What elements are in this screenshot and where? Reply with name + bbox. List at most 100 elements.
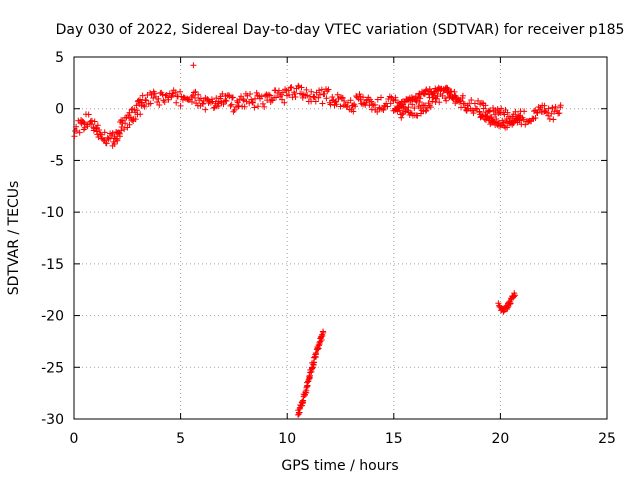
y-tick-label: -20 (41, 309, 64, 325)
data-point (320, 329, 327, 336)
data-point (168, 93, 175, 100)
data-point (350, 108, 357, 115)
x-tick-label: 0 (70, 431, 79, 447)
data-point (453, 98, 460, 105)
data-point (291, 90, 298, 97)
data-point (288, 84, 295, 91)
data-point (84, 123, 91, 130)
x-axis-label: GPS time / hours (281, 458, 398, 474)
data-point (411, 105, 418, 112)
axis-ticks: 0 5 10 15 20 25 5 0 -5 -10 -15 -20 -25 -30 (41, 50, 616, 447)
data-point (156, 101, 163, 108)
y-tick-label: -5 (50, 153, 64, 169)
data-point (341, 97, 348, 104)
data-point (94, 122, 101, 129)
data-point (551, 108, 558, 115)
data-point (181, 94, 188, 101)
data-point (188, 98, 195, 105)
data-point (141, 103, 148, 110)
data-point (71, 133, 78, 140)
data-point (369, 101, 376, 108)
data-point (427, 104, 434, 111)
data-point (228, 101, 235, 108)
data-point (545, 112, 552, 119)
data-point (339, 94, 346, 101)
data-point (504, 109, 511, 116)
data-point (387, 100, 394, 107)
data-point (97, 130, 104, 137)
data-point (321, 91, 328, 98)
x-tick-label: 10 (278, 431, 296, 447)
data-point (475, 97, 482, 104)
data-point (312, 351, 319, 358)
y-tick-label: 0 (55, 102, 64, 118)
data-point (452, 92, 459, 99)
data-point (155, 95, 162, 102)
y-tick-label: -30 (41, 412, 64, 428)
data-point (116, 133, 123, 140)
data-point (500, 308, 507, 315)
data-point (312, 98, 319, 105)
data-point (310, 359, 317, 366)
data-point (143, 97, 150, 104)
data-point (494, 105, 501, 112)
data-point (85, 111, 92, 118)
data-point (472, 105, 479, 112)
data-point (219, 90, 226, 97)
data-point (240, 97, 247, 104)
data-point (281, 99, 288, 106)
data-point (398, 114, 405, 121)
data-point (512, 108, 519, 115)
data-point (165, 96, 172, 103)
data-point (504, 305, 511, 312)
data-point (426, 86, 433, 93)
data-point (139, 92, 146, 99)
data-point (442, 85, 449, 92)
data-point (101, 129, 108, 136)
data-point (137, 96, 144, 103)
data-point (132, 116, 139, 123)
x-tick-label: 25 (598, 431, 616, 447)
data-point (254, 103, 261, 110)
data-point (286, 91, 293, 98)
data-point (414, 112, 421, 119)
data-point (480, 105, 487, 112)
data-point (76, 129, 83, 136)
data-point (436, 99, 443, 106)
data-point (97, 131, 104, 138)
data-point (316, 91, 323, 98)
data-point (131, 106, 138, 113)
data-point (374, 96, 381, 103)
data-point (521, 108, 528, 115)
data-point (161, 98, 168, 105)
data-point (308, 368, 315, 375)
y-tick-label: 5 (55, 50, 64, 66)
data-point (471, 100, 478, 107)
data-point (111, 141, 118, 148)
data-point (399, 111, 406, 118)
data-point (308, 88, 315, 95)
data-point (534, 109, 541, 116)
data-point (275, 87, 282, 94)
data-point (273, 94, 280, 101)
data-point (303, 86, 310, 93)
data-point (287, 84, 294, 91)
data-point (482, 102, 489, 109)
data-point (300, 397, 307, 404)
data-point (468, 97, 475, 104)
data-point (200, 101, 207, 108)
data-point (261, 103, 268, 110)
data-point (347, 97, 354, 104)
data-point (282, 86, 289, 93)
data-point (333, 101, 340, 108)
data-point (101, 137, 108, 144)
data-point (497, 110, 504, 117)
data-point (177, 102, 184, 109)
data-point (215, 102, 222, 109)
data-point (405, 104, 412, 111)
data-point (443, 97, 450, 104)
data-point (103, 140, 110, 147)
data-point (557, 102, 564, 109)
data-point (259, 100, 266, 107)
